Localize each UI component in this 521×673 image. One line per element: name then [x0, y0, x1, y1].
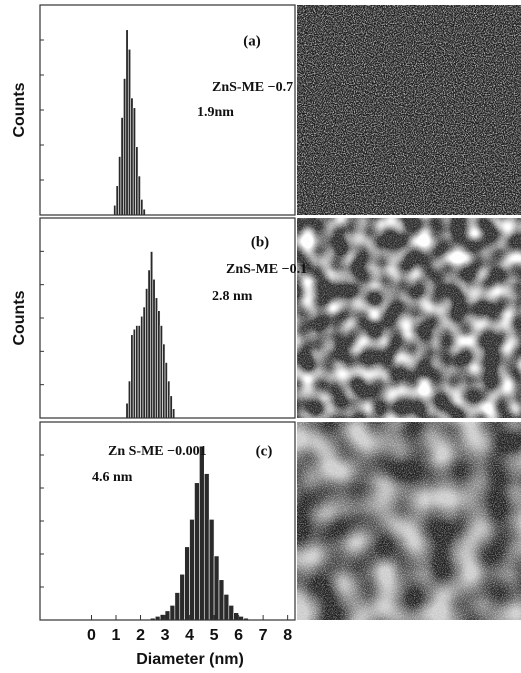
bar — [118, 156, 122, 216]
bar — [152, 278, 156, 419]
x-tick-label: 1 — [112, 627, 121, 644]
panel-label: (c) — [256, 443, 273, 459]
x-tick-label: 0 — [87, 627, 96, 644]
y-axis-label: Counts — [11, 82, 28, 137]
x-tick-label: 2 — [136, 627, 145, 644]
bar — [142, 306, 146, 419]
annotation: 4.6 nm — [92, 470, 133, 485]
panel-label: (a) — [243, 33, 261, 49]
bar — [164, 610, 171, 621]
bar — [137, 325, 141, 419]
bar — [203, 473, 210, 621]
x-tick-label: 4 — [185, 627, 194, 644]
bar — [228, 605, 235, 621]
x-tick-label: 3 — [161, 627, 170, 644]
bar — [125, 402, 129, 419]
bar — [213, 555, 220, 621]
bar — [130, 97, 134, 216]
panel-label: (b) — [251, 234, 269, 250]
x-tick-label: 7 — [259, 627, 268, 644]
bar — [145, 288, 149, 419]
bar — [132, 107, 136, 216]
bar — [189, 519, 195, 621]
x-tick-label: 8 — [283, 627, 292, 644]
bar — [125, 29, 129, 216]
bar — [233, 612, 239, 621]
tem-image-a — [297, 5, 521, 215]
bar — [159, 325, 163, 419]
bar — [135, 325, 139, 419]
bar — [208, 519, 215, 621]
bar — [127, 48, 132, 216]
bar — [223, 594, 230, 621]
bar — [150, 251, 154, 419]
bar — [167, 380, 171, 419]
bar — [157, 310, 161, 419]
bar — [147, 269, 151, 419]
tem-image-c — [297, 422, 521, 620]
tem-image-b — [297, 218, 521, 418]
bar — [140, 199, 144, 216]
bar — [120, 117, 124, 216]
bar — [179, 573, 185, 621]
y-axis-label: Counts — [11, 290, 28, 345]
bar — [115, 185, 119, 216]
annotation: 1.9nm — [197, 105, 234, 120]
annotation: Zn S-ME −0.001 — [108, 444, 207, 459]
x-axis-label: Diameter (nm) — [136, 651, 244, 668]
x-tick-label: 6 — [234, 627, 243, 644]
bar — [140, 315, 144, 419]
bar — [135, 146, 139, 216]
bar — [169, 395, 173, 419]
bar — [123, 78, 127, 216]
bar — [162, 343, 166, 419]
annotation: ZnS-ME −0.7 — [212, 80, 293, 95]
bar — [218, 579, 225, 621]
bar — [159, 614, 166, 621]
bar — [137, 175, 141, 216]
bar — [164, 362, 168, 419]
x-tick-label: 5 — [210, 627, 219, 644]
bar — [154, 297, 158, 419]
bar — [142, 208, 146, 216]
bar — [199, 445, 205, 621]
bar — [127, 380, 132, 419]
bar — [130, 334, 134, 419]
bar — [184, 546, 190, 621]
bar — [113, 204, 117, 216]
bar — [132, 328, 136, 419]
bar — [172, 408, 176, 419]
bar — [174, 592, 181, 621]
bar — [169, 605, 176, 621]
annotation: ZnS-ME −0.1 — [226, 262, 307, 277]
annotation: 2.8 nm — [212, 289, 253, 304]
bar — [194, 482, 200, 621]
